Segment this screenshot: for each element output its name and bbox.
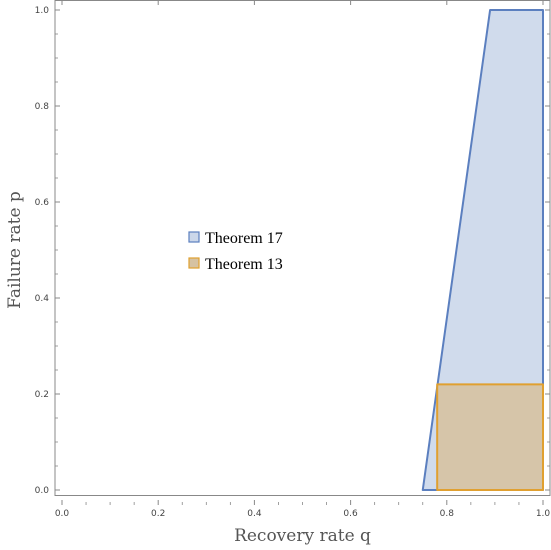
y-tick-label: 0.8 [35, 102, 50, 112]
legend-label: Theorem 17 [205, 230, 283, 247]
regions [421, 9, 544, 491]
y-tick-label: 0.2 [35, 390, 49, 400]
y-tick-label: 0.6 [35, 198, 50, 208]
x-tick-label: 0.2 [151, 509, 165, 519]
x-tick-label: 1.0 [536, 509, 551, 519]
y-ticks: 0.0 0.2 0.4 0.6 0.8 1.0 [35, 6, 550, 496]
x-tick-label: 0.6 [343, 509, 358, 519]
x-tick-label: 0.4 [247, 509, 262, 519]
y-axis-label: Failure rate p [5, 191, 25, 309]
x-ticks: 0.0 0.2 0.4 0.6 0.8 1.0 [55, 0, 551, 519]
y-tick-label: 0.4 [35, 294, 50, 304]
y-tick-label: 0.0 [35, 486, 50, 496]
x-tick-label: 0.0 [55, 509, 70, 519]
x-tick-label: 0.8 [440, 509, 455, 519]
region-theorem-13 [436, 383, 544, 491]
legend-swatch [188, 257, 200, 269]
legend-label: Theorem 13 [205, 256, 283, 273]
legend-swatch [188, 231, 200, 243]
y-tick-label: 1.0 [35, 6, 50, 16]
legend: Theorem 17 Theorem 13 [188, 230, 283, 273]
plot-frame [54, 0, 551, 496]
x-axis-label: Recovery rate q [234, 526, 371, 546]
